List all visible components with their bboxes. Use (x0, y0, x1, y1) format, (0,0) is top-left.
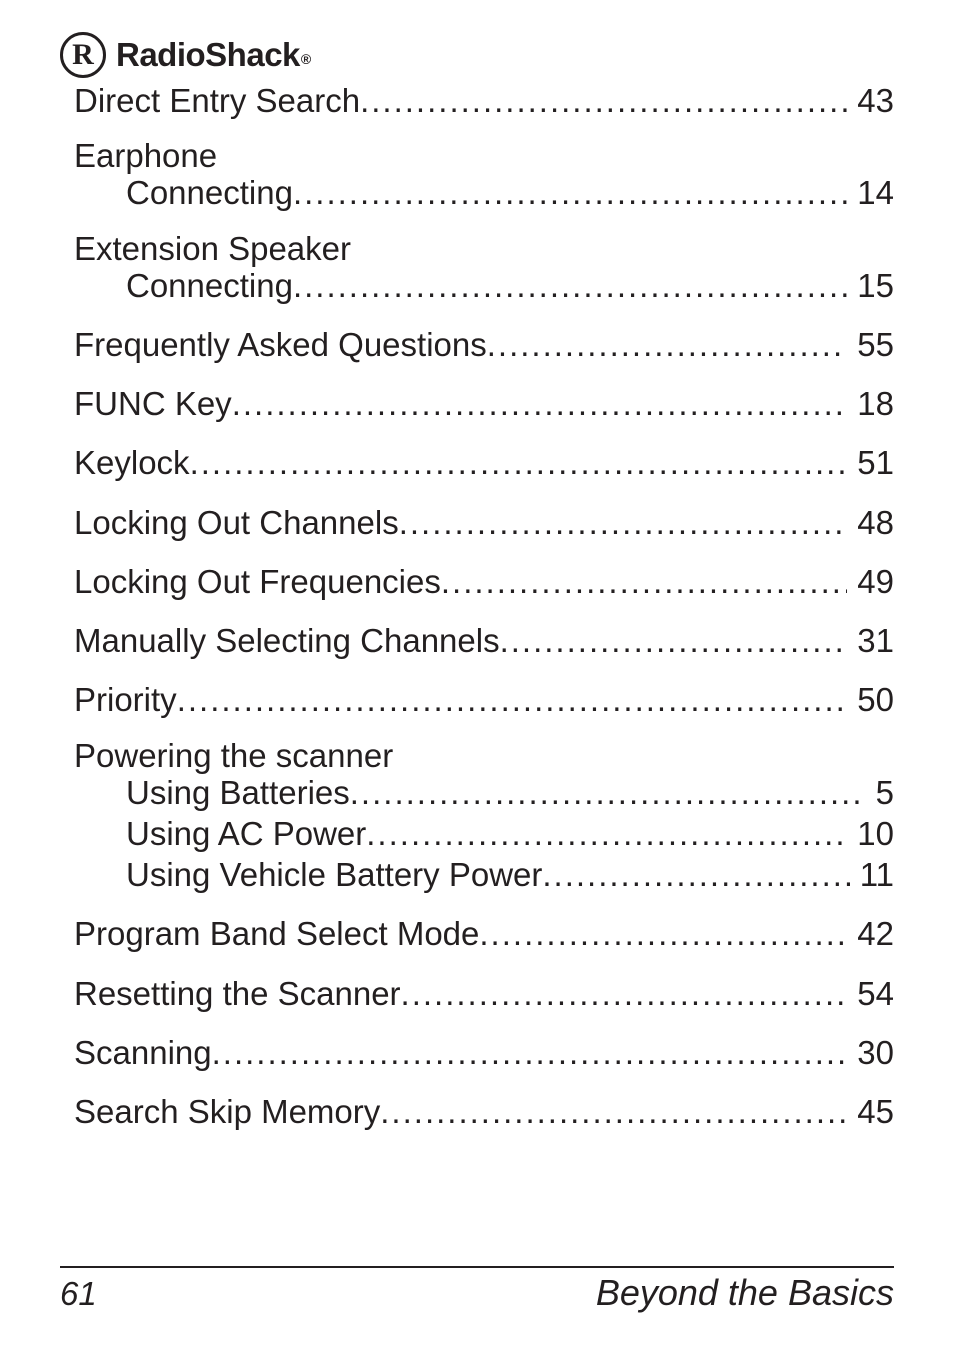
toc-leader-dots (350, 772, 866, 813)
toc-entry: FUNC Key 18 (74, 383, 894, 424)
toc-entry: Manually Selecting Channels 31 (74, 620, 894, 661)
toc-entry-page: 50 (847, 679, 894, 720)
toc-entry-label: Resetting the Scanner (74, 973, 401, 1014)
toc-leader-dots (366, 813, 847, 854)
footer-rule (60, 1266, 894, 1268)
toc-entry-label: Direct Entry Search (74, 80, 360, 121)
toc-entry-page: 11 (850, 854, 894, 895)
toc-entry-label: Search Skip Memory (74, 1091, 380, 1132)
toc-entry-page: 18 (847, 383, 894, 424)
toc-leader-dots (479, 913, 847, 954)
footer-section-title: Beyond the Basics (596, 1272, 894, 1314)
toc-entry: Locking Out Frequencies 49 (74, 561, 894, 602)
toc-entry-label: Program Band Select Mode (74, 913, 479, 954)
toc-leader-dots (293, 172, 847, 213)
toc-block: Keylock 51 (74, 442, 894, 483)
toc-leader-dots (232, 383, 848, 424)
toc-entry-label: Priority (74, 679, 177, 720)
toc-entry-page: 10 (847, 813, 894, 854)
toc-entry-page: 31 (847, 620, 894, 661)
toc-block: Manually Selecting Channels 31 (74, 620, 894, 661)
toc-block: FUNC Key 18 (74, 383, 894, 424)
toc-leader-dots (380, 1091, 847, 1132)
toc-block: Direct Entry Search 43 (74, 80, 894, 121)
toc-entry-label: Scanning (74, 1032, 212, 1073)
brand-logo: R RadioShack® (60, 32, 894, 78)
toc-entry: Priority 50 (74, 679, 894, 720)
toc-entry-page: 43 (847, 80, 894, 121)
toc-block: Locking Out Channels 48 (74, 502, 894, 543)
toc-entry-label: Locking Out Frequencies (74, 561, 441, 602)
toc-block: Locking Out Frequencies 49 (74, 561, 894, 602)
registered-mark-icon: R (60, 32, 106, 78)
toc-entry-page: 15 (847, 265, 894, 306)
toc-leader-dots (399, 502, 848, 543)
toc-entry-page: 48 (847, 502, 894, 543)
toc-heading: Powering the scanner (74, 739, 894, 772)
toc-leader-dots (360, 80, 847, 121)
toc-entry: Scanning 30 (74, 1032, 894, 1073)
toc-block: Extension SpeakerConnecting 15 (74, 232, 894, 306)
toc-entry-page: 5 (866, 772, 894, 813)
toc-block: Resetting the Scanner 54 (74, 973, 894, 1014)
toc-entry-page: 54 (847, 973, 894, 1014)
toc-entry-page: 42 (847, 913, 894, 954)
toc-block: EarphoneConnecting 14 (74, 139, 894, 213)
toc-heading: Extension Speaker (74, 232, 894, 265)
toc-subentry: Using Vehicle Battery Power 11 (74, 854, 894, 895)
toc-block: Program Band Select Mode 42 (74, 913, 894, 954)
toc-entry: Keylock 51 (74, 442, 894, 483)
toc-entry-label: Connecting (126, 172, 293, 213)
toc-entry-page: 14 (847, 172, 894, 213)
toc-block: Priority 50 (74, 679, 894, 720)
toc-leader-dots (487, 324, 848, 365)
toc-entry: Direct Entry Search 43 (74, 80, 894, 121)
toc-entry: Program Band Select Mode 42 (74, 913, 894, 954)
toc-leader-dots (542, 854, 849, 895)
toc-block: Search Skip Memory 45 (74, 1091, 894, 1132)
toc-leader-dots (190, 442, 848, 483)
toc-entry: Resetting the Scanner 54 (74, 973, 894, 1014)
toc-entry-page: 30 (847, 1032, 894, 1073)
toc-leader-dots (441, 561, 847, 602)
toc-subentry: Using AC Power 10 (74, 813, 894, 854)
toc-entry-label: Keylock (74, 442, 190, 483)
toc-entry: Locking Out Channels 48 (74, 502, 894, 543)
toc-entry-page: 45 (847, 1091, 894, 1132)
toc-entry-label: Using Batteries (126, 772, 350, 813)
toc-leader-dots (177, 679, 848, 720)
page-footer: 61 Beyond the Basics (60, 1266, 894, 1314)
toc-subentry: Using Batteries 5 (74, 772, 894, 813)
toc-leader-dots (401, 973, 848, 1014)
toc-entry-label: Frequently Asked Questions (74, 324, 487, 365)
toc-entry-label: Manually Selecting Channels (74, 620, 500, 661)
toc-entry-page: 55 (847, 324, 894, 365)
toc-entry-page: 51 (847, 442, 894, 483)
toc-entry-label: Locking Out Channels (74, 502, 399, 543)
toc-entry: Frequently Asked Questions 55 (74, 324, 894, 365)
toc-entry-label: Using AC Power (126, 813, 366, 854)
toc-block: Frequently Asked Questions 55 (74, 324, 894, 365)
toc-leader-dots (293, 265, 847, 306)
toc-heading: Earphone (74, 139, 894, 172)
page: R RadioShack® Direct Entry Search 43 Earp… (0, 0, 954, 1350)
toc-entry-label: FUNC Key (74, 383, 232, 424)
table-of-contents: Direct Entry Search 43EarphoneConnecting… (60, 80, 894, 1132)
toc-block: Powering the scannerUsing Batteries 5Usi… (74, 739, 894, 896)
toc-subentry: Connecting 15 (74, 265, 894, 306)
toc-block: Scanning 30 (74, 1032, 894, 1073)
toc-entry-label: Connecting (126, 265, 293, 306)
toc-entry-label: Using Vehicle Battery Power (126, 854, 542, 895)
toc-subentry: Connecting 14 (74, 172, 894, 213)
footer-page-number: 61 (60, 1275, 97, 1313)
toc-leader-dots (212, 1032, 848, 1073)
brand-name: RadioShack® (116, 36, 311, 74)
toc-leader-dots (500, 620, 848, 661)
toc-entry: Search Skip Memory 45 (74, 1091, 894, 1132)
toc-entry-page: 49 (847, 561, 894, 602)
